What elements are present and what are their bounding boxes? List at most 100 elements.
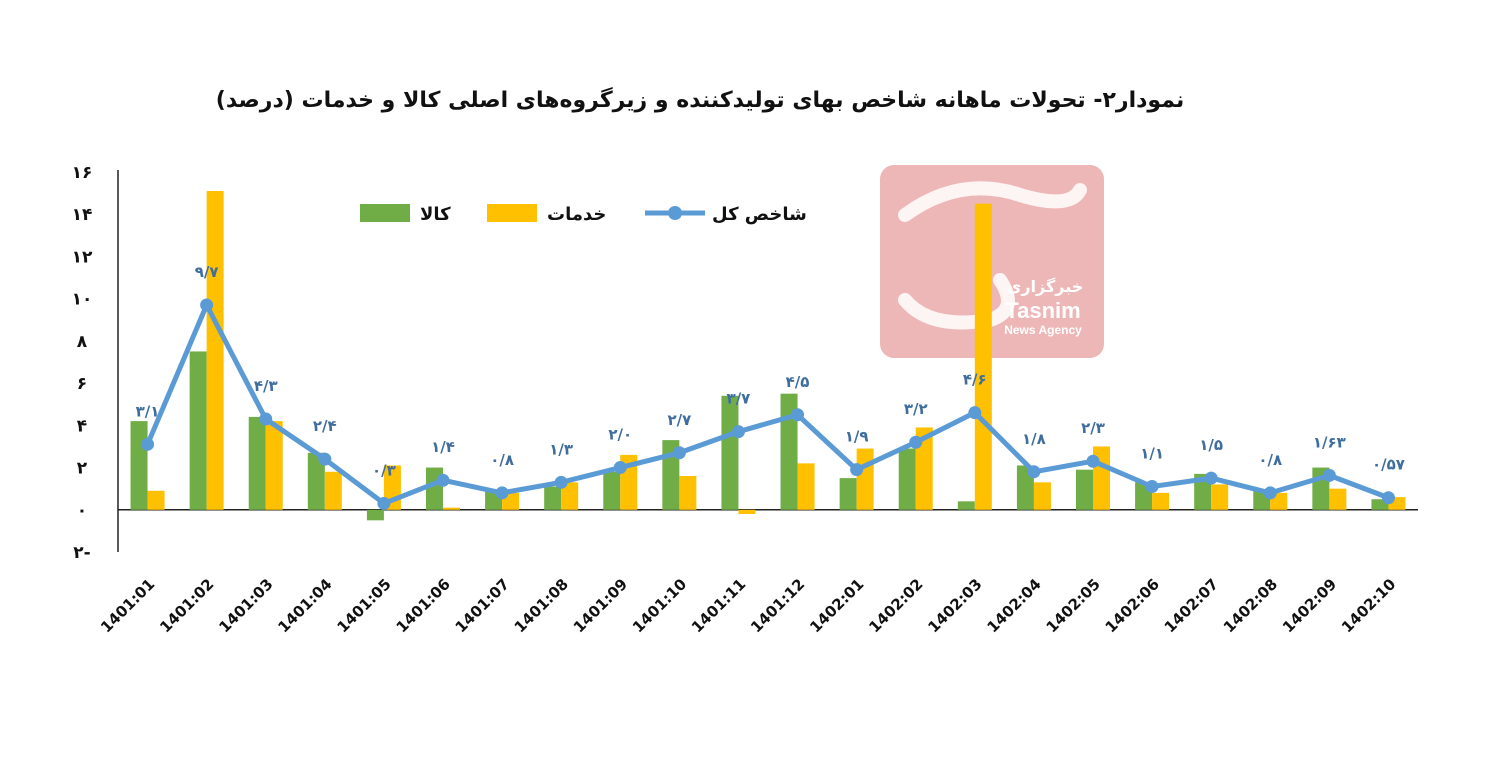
x-tick-label: 1401:12	[747, 575, 808, 636]
total-index-data-label: ۱/۹	[845, 428, 869, 446]
y-tick-label: ۲-	[73, 543, 90, 563]
goods-bar	[839, 478, 857, 510]
x-tick-label: 1401:05	[333, 575, 394, 636]
watermark-box	[880, 165, 1104, 358]
y-tick-label: ۰	[77, 501, 87, 521]
total-index-data-label: ۲/۴	[313, 417, 337, 435]
total-index-data-label: ۹/۷	[195, 263, 219, 281]
total-index-point	[554, 475, 568, 489]
x-tick-label: 1402:04	[983, 575, 1044, 636]
total-index-data-label: ۱/۸	[1022, 430, 1046, 448]
total-index-data-label: ۳/۲	[904, 400, 928, 418]
x-tick-label: 1401:11	[688, 575, 749, 636]
x-tick-label: 1402:09	[1279, 575, 1340, 636]
total-index-point	[1086, 454, 1100, 468]
x-tick-label: 1402:10	[1338, 575, 1399, 636]
total-index-point	[850, 463, 864, 477]
total-index-line: ۳/۱ ۹/۷ ۴/۳ ۲/۴ ۰/۳ ۱/۴ ۰/۸ ۱/۳ ۲/۰ ۲/۷ ۳/۷ ۴/۵ ۱/۹ ۳…	[136, 263, 1405, 510]
x-tick-label: 1401:10	[629, 575, 690, 636]
total-index-data-label: ۲/۰	[608, 426, 632, 444]
total-index-data-label: ۲/۷	[667, 411, 691, 429]
y-tick-label: ۸	[77, 332, 88, 352]
y-tick-label: ۴	[77, 416, 87, 436]
total-index-point	[791, 408, 805, 422]
legend-total-label: شاخص کل	[712, 204, 807, 225]
total-index-data-label: ۱/۶۳	[1313, 433, 1346, 451]
legend-goods-label: کالا	[420, 204, 451, 225]
total-index-data-label: ۴/۵	[786, 373, 810, 391]
total-index-point	[1322, 468, 1336, 482]
total-index-data-label: ۱/۵	[1199, 436, 1223, 454]
services-bar	[443, 507, 460, 510]
services-bar	[738, 509, 756, 514]
goods-bar	[307, 452, 325, 510]
goods-bar	[1076, 469, 1093, 510]
y-tick-label: ۱۲	[72, 247, 93, 267]
x-tick-label: 1402:01	[806, 575, 867, 636]
total-index-data-label: ۱/۴	[431, 438, 455, 456]
total-index-point	[377, 496, 391, 510]
total-index-point	[1204, 471, 1218, 485]
total-index-point	[1381, 491, 1395, 505]
total-index-data-label: ۰/۸	[490, 451, 514, 469]
x-tick-label: 1401:08	[511, 575, 572, 636]
bars	[130, 191, 1406, 521]
x-tick-label: 1402:02	[865, 575, 926, 636]
services-bar	[856, 448, 874, 510]
goods-bar	[780, 393, 798, 510]
total-index-point	[909, 435, 923, 449]
x-tick-label: 1401:07	[452, 575, 513, 636]
total-index-point	[1027, 465, 1041, 479]
total-index-data-label: ۴/۳	[254, 377, 278, 395]
goods-bar	[957, 501, 975, 510]
services-bar	[974, 203, 992, 510]
x-tick-label: 1402:06	[1102, 575, 1163, 636]
goods-bar	[366, 509, 384, 521]
total-index-point	[1145, 480, 1159, 494]
total-index-point	[495, 486, 509, 500]
total-index-data-label: ۱/۱	[1140, 445, 1164, 463]
y-tick-label: ۱۶	[72, 163, 93, 183]
services-bar	[147, 490, 165, 510]
total-index-point	[968, 406, 982, 420]
goods-bar	[248, 416, 266, 510]
services-bar	[797, 463, 815, 510]
goods-bar	[130, 421, 148, 510]
services-bar	[915, 427, 933, 510]
legend-goods-swatch	[360, 204, 410, 222]
total-index-point	[259, 412, 273, 426]
x-tick-label: 1402:05	[1043, 575, 1104, 636]
chart-title: نمودار۲- تحولات ماهانه شاخص بهای تولیدکن…	[215, 88, 1185, 113]
goods-bar	[721, 395, 739, 510]
total-index-line-path	[145, 302, 1390, 506]
y-tick-label: ۶	[77, 374, 87, 394]
services-bar	[1329, 488, 1347, 510]
goods-bar	[603, 471, 621, 510]
total-index-point	[1263, 486, 1277, 500]
services-bar	[206, 191, 224, 510]
total-index-point	[318, 452, 332, 466]
x-tick-label: 1401:06	[393, 575, 454, 636]
x-tick-label: 1401:09	[570, 575, 631, 636]
goods-bar	[544, 486, 562, 510]
total-index-data-label: ۴/۶	[963, 371, 987, 389]
total-index-data-label: ۳/۷	[727, 390, 751, 408]
services-bar	[265, 421, 283, 510]
total-index-point	[436, 473, 450, 487]
x-tick-label: 1402:08	[1220, 575, 1281, 636]
services-bar	[1152, 492, 1170, 510]
services-bar	[679, 476, 697, 510]
watermark-sub-en: News Agency	[1004, 323, 1082, 337]
total-index-data-label: ۰/۳	[372, 461, 396, 479]
total-index-point	[613, 461, 627, 475]
total-index-data-label: ۰/۸	[1258, 451, 1282, 469]
goods-bar	[898, 448, 916, 510]
x-tick-label: 1402:03	[924, 575, 985, 636]
total-index-data-label: ۳/۱	[136, 402, 160, 420]
watermark-brand-en: Tasnim	[1005, 298, 1080, 323]
x-tick-label: 1401:02	[156, 575, 217, 636]
goods-bar	[1371, 499, 1389, 510]
services-bar	[324, 471, 342, 510]
